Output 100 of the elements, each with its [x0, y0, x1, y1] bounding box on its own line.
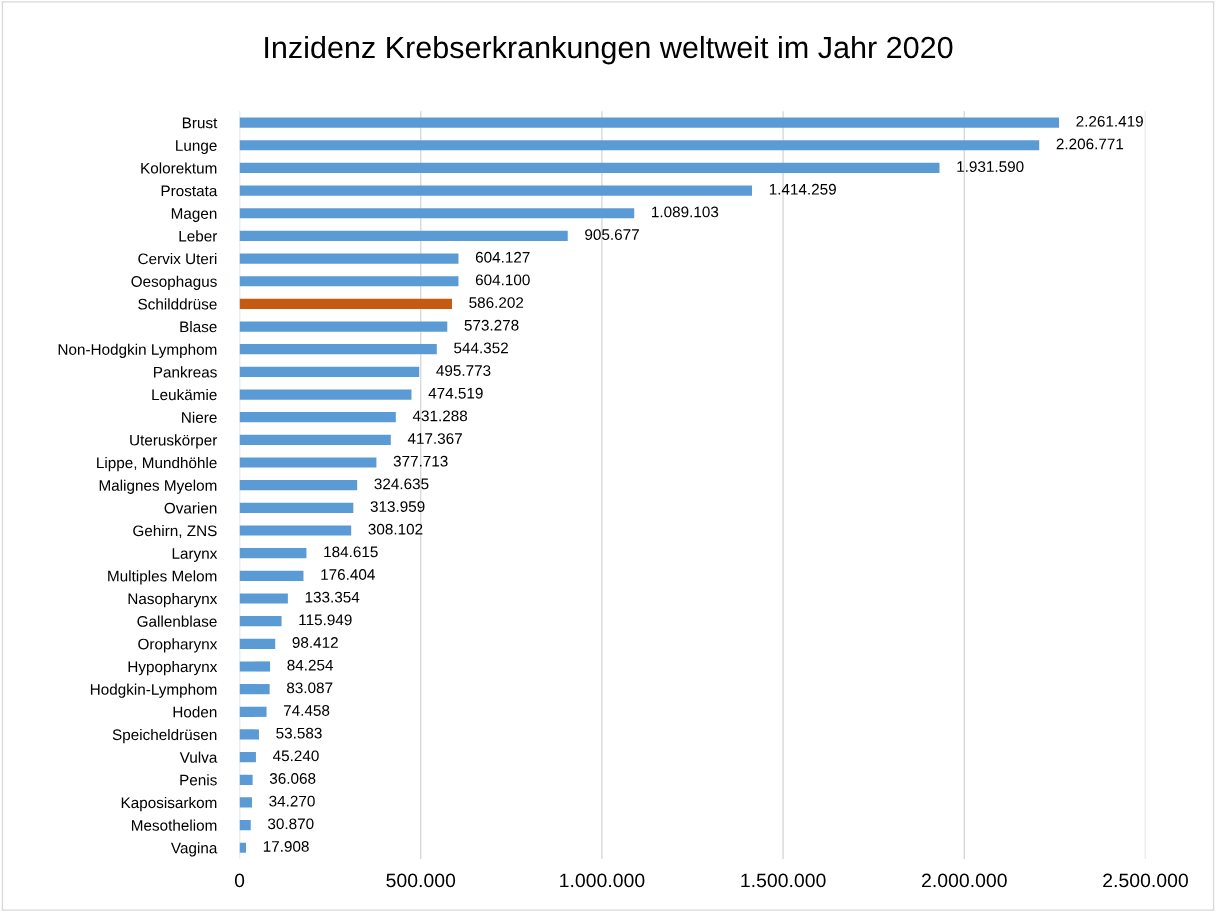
data-label: 604.127 [475, 251, 530, 263]
y-tick-label: Penis [180, 774, 217, 786]
chart-title: Inzidenz Krebserkrankungen weltweit im Jahr 2020 [265, 35, 953, 65]
bar [239, 548, 307, 559]
bar [239, 434, 391, 445]
y-tick-label: Leber [179, 230, 218, 242]
bar [239, 230, 568, 241]
data-label: 45.240 [272, 750, 319, 762]
bar [239, 729, 259, 740]
bar [239, 593, 288, 604]
bar [239, 752, 256, 763]
data-label: 17.908 [263, 841, 309, 852]
bar [239, 321, 448, 332]
data-label: 544.352 [454, 342, 508, 354]
bar [239, 276, 459, 287]
y-tick-label: Leukämie [152, 389, 217, 401]
data-label: 34.270 [269, 795, 315, 807]
y-tick-label: Speicheldrüsen [112, 728, 217, 744]
y-tick-label: Non-Hodgkin Lymphom [58, 343, 217, 358]
y-tick-label: Lunge [176, 140, 217, 154]
y-tick-label: Prostata [161, 185, 218, 197]
data-label: 604.100 [475, 274, 530, 286]
y-tick-label: Niere [182, 411, 217, 423]
y-tick-label: Schilddrüse [138, 298, 217, 310]
y-tick-label: Kolorektum [141, 162, 217, 174]
data-label: 1.931.590 [957, 161, 1024, 173]
data-label: 1.414.259 [769, 183, 836, 195]
y-tick-label: Mesotheliom [131, 819, 217, 831]
bar [239, 661, 271, 672]
data-label: 98.412 [292, 637, 338, 648]
bar [239, 684, 270, 695]
bar [239, 412, 396, 423]
bar [239, 616, 282, 627]
data-label: 431.288 [412, 410, 468, 422]
data-label: 36.068 [269, 773, 316, 784]
y-tick-label: Oesophagus [131, 275, 217, 290]
bar [239, 162, 940, 174]
y-tick-label: Vagina [170, 842, 218, 857]
data-label: 1.089.103 [652, 206, 719, 218]
bar [239, 117, 1060, 128]
x-tick-label: 1.000.000 [560, 873, 645, 888]
bar [239, 706, 267, 717]
y-tick-label: Gehirn, ZNS [133, 524, 217, 538]
x-tick-label: 2.000.000 [922, 873, 1007, 888]
y-tick-label: Malignes Myelom [99, 479, 217, 494]
y-tick-label: Gallenblase [137, 615, 217, 627]
y-tick-label: Larynx [172, 548, 218, 562]
data-label: 308.102 [368, 523, 423, 535]
y-tick-label: Hypopharynx [128, 660, 218, 676]
bar [239, 389, 412, 400]
y-tick-label: Multiples Melom [108, 570, 217, 585]
data-label: 84.254 [287, 659, 334, 671]
y-tick-label: Lippe, Mundhöhle [97, 456, 217, 472]
bar [239, 502, 354, 513]
x-tick-label: 1.500.000 [741, 873, 826, 888]
bar [239, 457, 377, 468]
y-tick-label: Magen [171, 208, 217, 222]
y-tick-label: Blase [180, 321, 217, 333]
bar [239, 774, 253, 785]
data-label: 377.713 [393, 455, 448, 467]
bar [239, 638, 276, 649]
bar [239, 140, 1040, 151]
data-label: 573.278 [464, 319, 519, 331]
bar [239, 820, 251, 831]
x-tick-label: 500.000 [386, 873, 456, 888]
bar [239, 525, 352, 536]
y-tick-label: Nasopharynx [128, 592, 218, 608]
data-label: 313.959 [370, 501, 425, 512]
data-label: 83.087 [286, 682, 333, 694]
y-tick-label: Uteruskörper [130, 434, 218, 449]
data-label: 30.870 [267, 818, 314, 830]
data-label: 184.615 [324, 546, 378, 558]
bar [239, 253, 459, 264]
bar [239, 344, 437, 355]
bar [239, 842, 247, 853]
data-label: 2.206.771 [1056, 138, 1124, 150]
data-label: 2.261.419 [1076, 115, 1143, 127]
data-label: 133.354 [305, 591, 360, 603]
bar [239, 298, 452, 309]
bar [239, 366, 420, 377]
y-tick-label: Hoden [173, 706, 217, 718]
y-tick-label: Kaposisarkom [121, 796, 217, 812]
data-label: 115.949 [299, 614, 352, 626]
bar [239, 480, 358, 491]
y-tick-label: Hodgkin-Lymphom [90, 683, 217, 698]
data-label: 495.773 [436, 365, 491, 376]
x-tick-label: 0 [234, 873, 245, 888]
y-tick-label: Brust [182, 117, 218, 129]
y-tick-label: Pankreas [154, 366, 217, 378]
bar [239, 208, 635, 219]
x-tick-label: 2.500.000 [1103, 873, 1188, 888]
bar [239, 797, 252, 808]
data-label: 586.202 [469, 297, 524, 308]
data-label: 74.458 [283, 705, 330, 716]
data-label: 417.367 [407, 433, 462, 444]
y-tick-label: Cervix Uteri [138, 253, 217, 265]
data-label: 474.519 [428, 387, 483, 399]
data-label: 324.635 [374, 478, 429, 490]
data-label: 905.677 [585, 229, 639, 241]
bar [239, 570, 304, 581]
